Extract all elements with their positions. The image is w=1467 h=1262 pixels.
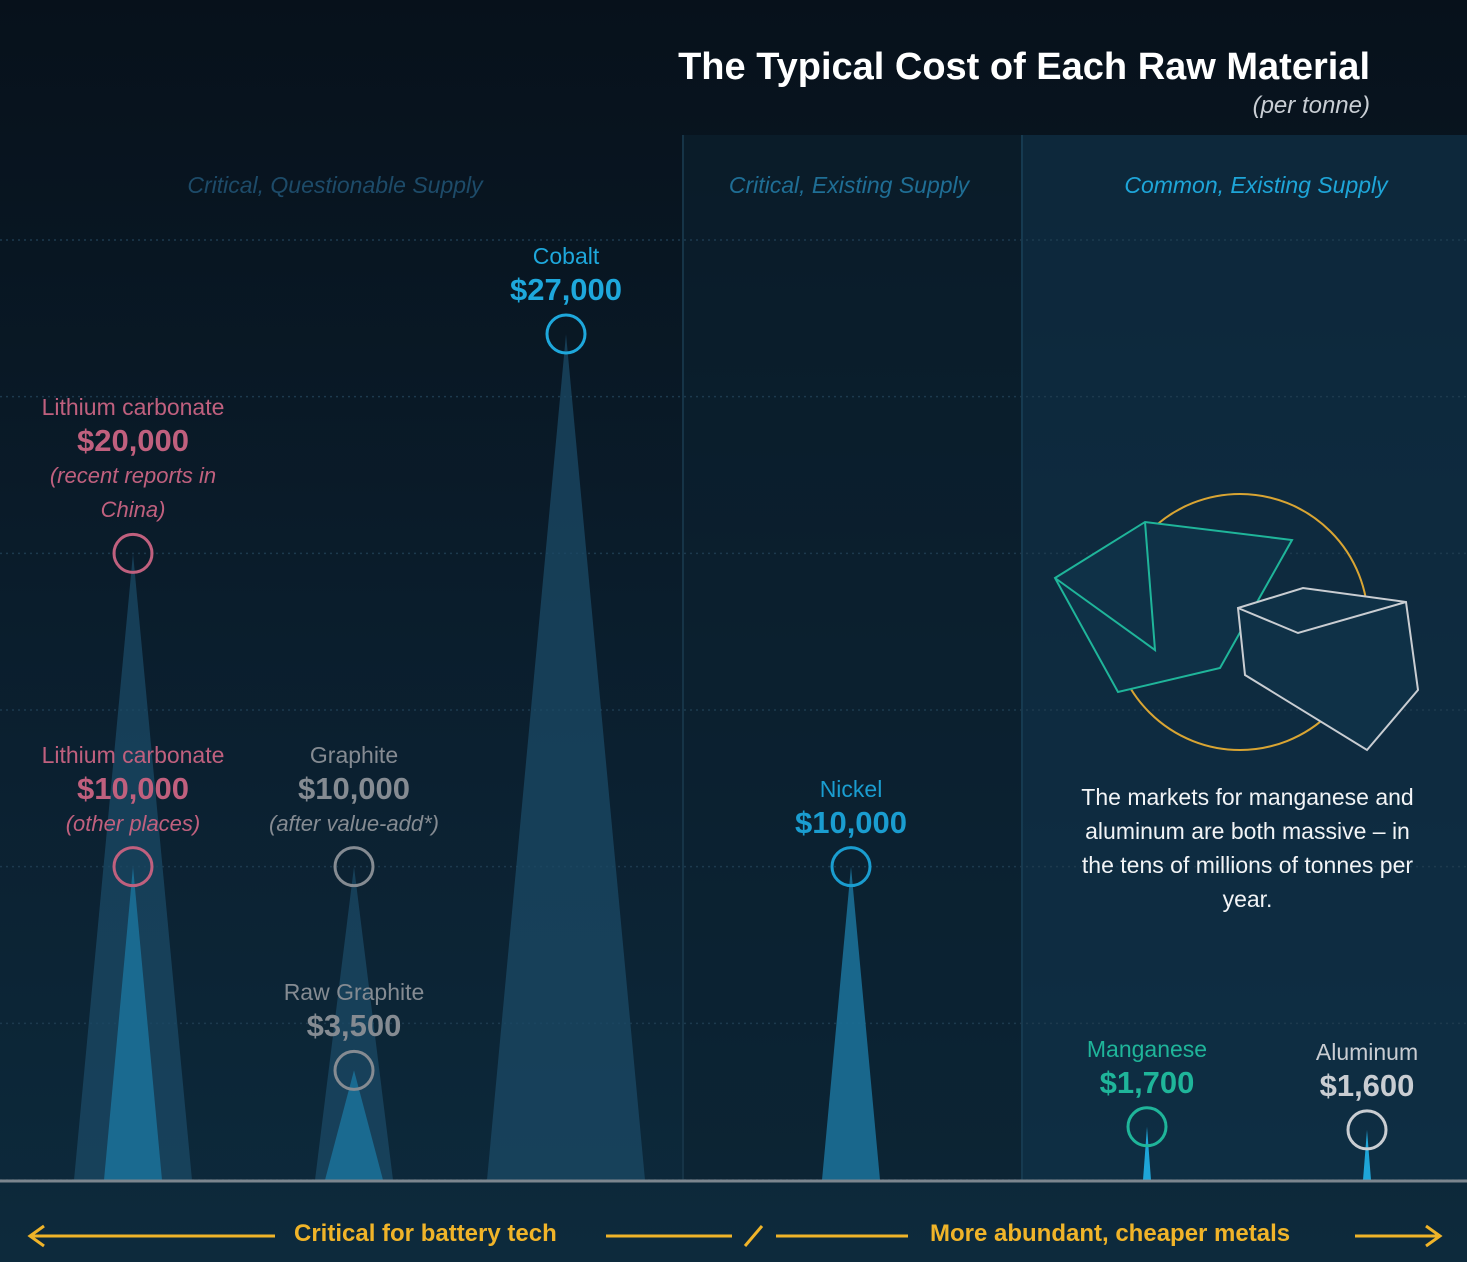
title: The Typical Cost of Each Raw Material — [678, 46, 1370, 88]
peak-marker — [545, 313, 587, 355]
item-name: Aluminum — [1315, 1038, 1419, 1065]
peak-marker — [112, 532, 154, 574]
value-label: $1,700 — [1099, 1064, 1195, 1100]
peak — [487, 334, 645, 1180]
peak — [822, 866, 880, 1180]
item-name: Graphite — [309, 741, 399, 768]
item-note: (recent reports in China) — [49, 463, 217, 523]
value-label: $27,000 — [509, 272, 623, 307]
subtitle: (per tonne) — [1252, 92, 1370, 119]
peak-marker — [333, 1049, 375, 1091]
data-label: Lithium carbonate $10,000 (other places) — [23, 742, 243, 841]
axis-arrows — [27, 1224, 1443, 1248]
peak-marker — [333, 846, 375, 888]
item-note: (after value-add*) — [269, 810, 439, 836]
item-name: Manganese — [1086, 1035, 1208, 1062]
value-label: $1,600 — [1319, 1067, 1415, 1103]
peak — [325, 1070, 383, 1180]
data-label: Cobalt $27,000 — [510, 243, 622, 308]
peak — [74, 553, 192, 1180]
peak — [1363, 1129, 1371, 1180]
data-label: Aluminum $1,600 — [1316, 1039, 1418, 1104]
item-note: (other places) — [65, 810, 201, 836]
x-axis-label: Critical for battery tech — [294, 1220, 557, 1247]
value-label: $10,000 — [297, 770, 411, 806]
peak — [315, 866, 393, 1180]
item-name: Cobalt — [532, 243, 600, 269]
value-label: $10,000 — [76, 770, 190, 806]
data-label: Raw Graphite $3,500 — [284, 979, 425, 1044]
value-label: $10,000 — [794, 804, 908, 840]
peak-marker — [112, 846, 154, 888]
peak — [1143, 1126, 1151, 1180]
peak-marker — [830, 846, 872, 888]
data-label: Lithium carbonate $20,000 (recent reports … — [38, 394, 228, 527]
peak-marker — [1346, 1109, 1388, 1151]
group-label: Critical, Existing Supply — [728, 172, 970, 198]
x-axis-label: More abundant, cheaper metals — [930, 1220, 1291, 1247]
item-name: Lithium carbonate — [41, 741, 225, 768]
group-label: Common, Existing Supply — [1124, 172, 1388, 198]
data-label: Manganese $1,700 — [1087, 1036, 1207, 1101]
value-label: $20,000 — [76, 423, 190, 459]
peak-marker — [1126, 1106, 1168, 1148]
item-name: Nickel — [819, 775, 883, 802]
peak — [104, 866, 162, 1180]
item-name: Raw Graphite — [283, 979, 425, 1006]
gem-icon — [1053, 493, 1420, 752]
annotation: The markets for manganese and aluminum a… — [1081, 784, 1414, 912]
group-label: Critical, Questionable Supply — [187, 172, 483, 198]
item-name: Lithium carbonate — [41, 394, 225, 421]
value-label: $3,500 — [306, 1008, 402, 1044]
data-label: Nickel $10,000 — [795, 776, 907, 841]
data-label: Graphite $10,000 (after value-add*) — [244, 742, 464, 841]
peaks — [74, 313, 1388, 1180]
